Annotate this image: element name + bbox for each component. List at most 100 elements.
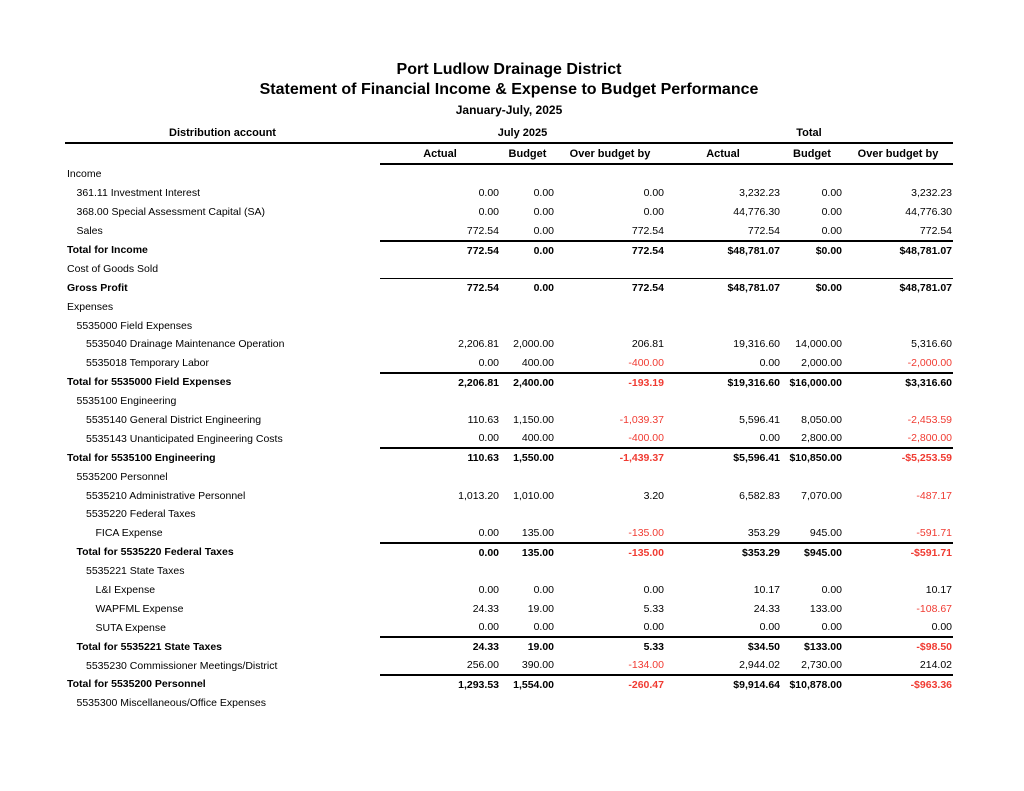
value-cell: -135.00 — [555, 542, 665, 562]
account-label: 5535000 Field Expenses — [76, 319, 193, 332]
account-label: WAPFML Expense — [95, 602, 184, 615]
value-cell — [665, 297, 781, 316]
value-cell — [500, 505, 555, 524]
value-cell — [500, 165, 555, 184]
value-cell: 14,000.00 — [795, 338, 842, 351]
value-cell — [665, 316, 781, 335]
value-cell: $9,914.64 — [665, 675, 781, 694]
value-cell: 0.00 — [478, 187, 499, 200]
value-cell: -2,453.59 — [907, 414, 953, 427]
value-cell: 110.63 — [380, 448, 500, 467]
account-label: 5535140 General District Engineering — [86, 414, 262, 427]
value-cell: 390.00 — [500, 656, 555, 676]
value-cell: $133.00 — [781, 637, 843, 656]
value-cell: $3,316.60 — [843, 372, 954, 392]
value-cell — [380, 259, 500, 278]
column-group-total: Total — [665, 125, 954, 144]
account-label: FICA Expense — [95, 527, 163, 540]
value-cell: $34.50 — [665, 637, 781, 656]
value-cell: 772.54 — [555, 222, 665, 241]
value-cell: 0.00 — [478, 584, 499, 597]
value-cell: 2,944.02 — [665, 656, 781, 676]
value-cell: $16,000.00 — [781, 372, 843, 392]
value-cell: 0.00 — [380, 542, 500, 562]
value-cell — [500, 562, 555, 581]
value-cell: -1,439.37 — [555, 448, 665, 467]
value-cell: 256.00 — [380, 656, 500, 676]
table-row: L&I Expense 0.00 0.00 0.00 10.17 0.00 10.17 — [65, 581, 953, 600]
value-cell: $353.29 — [665, 542, 781, 562]
value-cell: 19,316.60 — [733, 338, 780, 351]
value-cell: 772.54 — [555, 278, 665, 297]
value-cell: 0.00 — [821, 584, 842, 597]
value-cell: 0.00 — [500, 222, 555, 241]
value-cell — [380, 694, 500, 713]
value-cell: 2,730.00 — [781, 656, 843, 676]
account-label: 5535143 Unanticipated Engineering Costs — [86, 432, 283, 445]
account-label: SUTA Expense — [95, 621, 166, 634]
value-cell — [843, 694, 953, 713]
account-label: Total for 5535200 Personnel — [67, 678, 206, 691]
report-table: Distribution account July 2025 Total Act… — [65, 125, 954, 713]
table-row: 5535210 Administrative Personnel 1,013.20… — [65, 486, 953, 505]
column-header-total-actual: Actual — [665, 144, 781, 165]
value-cell: -$591.71 — [843, 542, 954, 562]
value-cell: $10,850.00 — [781, 448, 843, 467]
value-cell — [380, 316, 500, 335]
value-cell: 1,554.00 — [500, 675, 555, 694]
value-cell — [380, 505, 500, 524]
table-row: Total for 5535221 State Taxes 24.33 19.00 5… — [65, 637, 954, 656]
column-header-july-budget: Budget — [500, 144, 555, 165]
value-cell — [843, 505, 953, 524]
value-cell — [665, 562, 781, 581]
value-cell: $48,781.07 — [843, 240, 954, 260]
value-cell: 0.00 — [781, 618, 843, 638]
value-cell — [555, 505, 665, 524]
value-cell — [781, 467, 843, 486]
table-row: 5535220 Federal Taxes — [65, 505, 953, 524]
value-cell: 3,232.23 — [911, 187, 953, 200]
value-cell: 214.02 — [843, 656, 954, 676]
table-row: 5535221 State Taxes — [65, 562, 953, 581]
value-cell — [555, 467, 665, 486]
value-cell: 1,550.00 — [500, 448, 555, 467]
value-cell: 206.81 — [631, 338, 664, 351]
value-cell: 0.00 — [380, 429, 500, 449]
value-cell: 2,000.00 — [781, 354, 843, 373]
value-cell: 772.54 — [555, 240, 665, 260]
account-label: Expenses — [67, 300, 114, 313]
value-cell: 0.00 — [821, 187, 842, 200]
table-row: Total for Income 772.54 0.00 772.54 $48,781.… — [65, 240, 954, 260]
value-cell — [555, 562, 665, 581]
value-cell: 133.00 — [809, 602, 842, 615]
value-cell — [500, 259, 555, 278]
account-label: Cost of Goods Sold — [67, 262, 159, 275]
value-cell: $48,781.07 — [665, 240, 781, 260]
table-row: 5535000 Field Expenses — [65, 316, 953, 335]
value-cell: $48,781.07 — [665, 278, 781, 297]
value-cell: 772.54 — [380, 222, 500, 241]
account-label: Total for 5535220 Federal Taxes — [76, 546, 234, 559]
value-cell — [843, 467, 953, 486]
value-cell: 400.00 — [500, 354, 555, 373]
value-cell: $0.00 — [781, 278, 843, 297]
value-cell: 0.00 — [533, 584, 554, 597]
value-cell: 8,050.00 — [801, 414, 842, 427]
value-cell: -$963.36 — [843, 675, 954, 694]
value-cell: 1,010.00 — [513, 489, 554, 502]
value-cell: 2,000.00 — [513, 338, 554, 351]
value-cell: -487.17 — [916, 489, 953, 502]
value-cell: 0.00 — [533, 206, 554, 219]
value-cell: 7,070.00 — [801, 489, 842, 502]
value-cell: 0.00 — [500, 618, 555, 638]
account-label: Income — [67, 168, 102, 181]
value-cell: $19,316.60 — [665, 372, 781, 392]
value-cell: 44,776.30 — [733, 206, 780, 219]
value-cell — [843, 316, 953, 335]
value-cell: 945.00 — [781, 524, 843, 543]
value-cell: -$98.50 — [843, 637, 954, 656]
value-cell: 772.54 — [380, 240, 500, 260]
account-label: Total for Income — [67, 244, 148, 256]
table-row: Sales 772.54 0.00 772.54 772.54 0.00 772.54 — [65, 222, 954, 241]
account-label: Gross Profit — [67, 281, 128, 294]
